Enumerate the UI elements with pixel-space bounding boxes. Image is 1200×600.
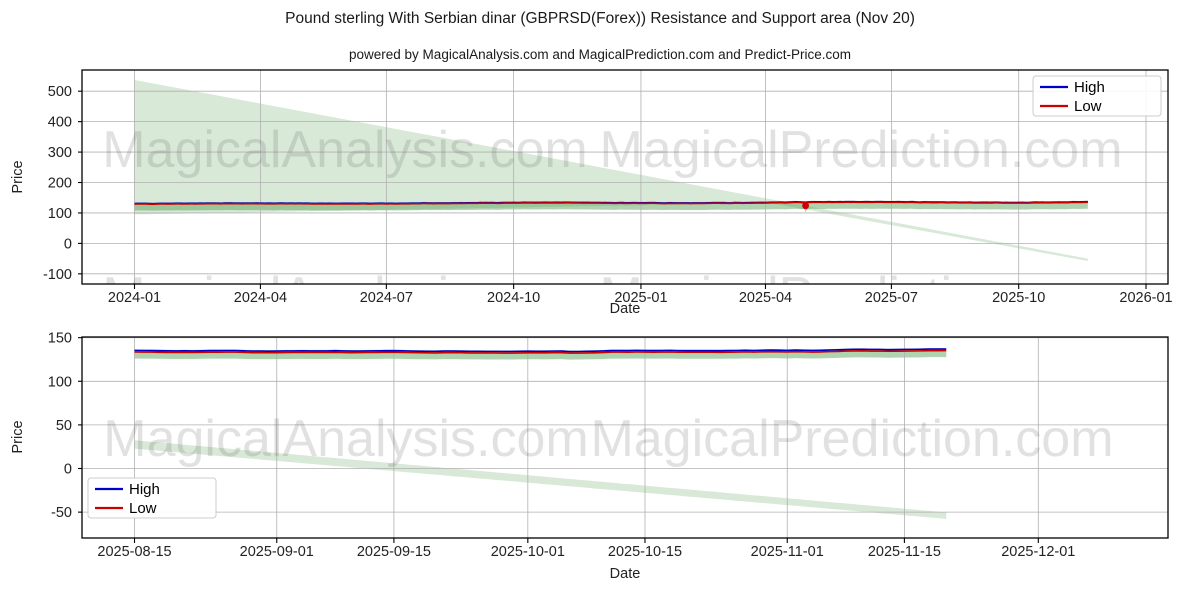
svg-text:2025-09-15: 2025-09-15 bbox=[357, 544, 431, 560]
svg-text:2024-10: 2024-10 bbox=[487, 290, 540, 306]
svg-text:500: 500 bbox=[48, 84, 72, 100]
svg-text:Price: Price bbox=[10, 420, 26, 453]
svg-text:50: 50 bbox=[56, 418, 72, 434]
svg-text:400: 400 bbox=[48, 115, 72, 131]
svg-text:2024-01: 2024-01 bbox=[108, 290, 161, 306]
svg-text:MagicalAnalysis.com: MagicalAnalysis.com bbox=[102, 121, 588, 179]
svg-text:Low: Low bbox=[129, 500, 157, 517]
svg-text:MagicalAnalysis.com: MagicalAnalysis.com bbox=[103, 410, 589, 468]
svg-text:2025-12-01: 2025-12-01 bbox=[1001, 544, 1075, 560]
svg-text:-100: -100 bbox=[43, 267, 72, 283]
svg-text:0: 0 bbox=[64, 462, 72, 478]
svg-text:200: 200 bbox=[48, 176, 72, 192]
svg-text:2025-08-15: 2025-08-15 bbox=[97, 544, 171, 560]
svg-text:Date: Date bbox=[610, 566, 641, 582]
svg-text:150: 150 bbox=[48, 331, 72, 347]
svg-text:2024-07: 2024-07 bbox=[360, 290, 413, 306]
svg-text:2025-07: 2025-07 bbox=[865, 290, 918, 306]
svg-text:2025-10-15: 2025-10-15 bbox=[608, 544, 682, 560]
svg-text:-50: -50 bbox=[51, 505, 72, 521]
svg-text:High: High bbox=[129, 481, 160, 498]
svg-text:2024-04: 2024-04 bbox=[234, 290, 287, 306]
svg-text:High: High bbox=[1074, 79, 1105, 96]
svg-text:300: 300 bbox=[48, 145, 72, 161]
svg-text:2025-04: 2025-04 bbox=[739, 290, 792, 306]
svg-text:2025-10: 2025-10 bbox=[992, 290, 1045, 306]
svg-text:100: 100 bbox=[48, 206, 72, 222]
svg-text:MagicalPrediction.com: MagicalPrediction.com bbox=[599, 121, 1122, 179]
svg-text:2025-09-01: 2025-09-01 bbox=[240, 544, 314, 560]
svg-text:2025-10-01: 2025-10-01 bbox=[491, 544, 565, 560]
svg-text:2026-01: 2026-01 bbox=[1119, 290, 1172, 306]
svg-text:MagicalPrediction.com: MagicalPrediction.com bbox=[590, 410, 1113, 468]
svg-text:Low: Low bbox=[1074, 98, 1102, 115]
svg-text:0: 0 bbox=[64, 236, 72, 252]
svg-text:2025-11-15: 2025-11-15 bbox=[868, 544, 941, 560]
svg-text:Price: Price bbox=[10, 160, 26, 193]
svg-text:100: 100 bbox=[48, 374, 72, 390]
svg-text:Date: Date bbox=[610, 301, 641, 317]
svg-text:2025-11-01: 2025-11-01 bbox=[751, 544, 824, 560]
